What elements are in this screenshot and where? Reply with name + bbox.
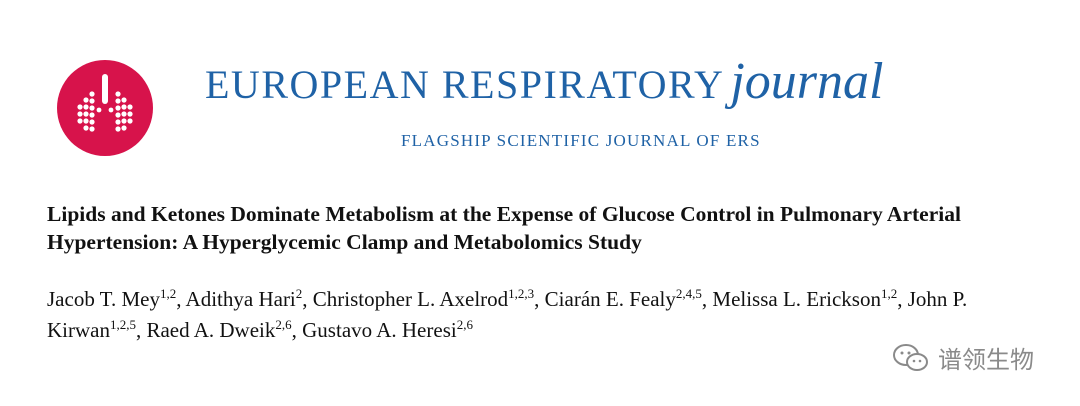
author-separator: ,	[291, 318, 297, 342]
author-affiliations: 2,6	[275, 317, 292, 332]
author-affiliations: 1,2	[880, 286, 898, 301]
watermark: 谱领生物	[892, 340, 1034, 375]
wechat-icon	[893, 343, 928, 371]
author-name: Raed A. Dweik	[146, 318, 276, 342]
author-affiliations: 2,4,5	[675, 286, 702, 301]
author-separator: ,	[302, 287, 308, 311]
author-name: Adithya Hari	[185, 287, 296, 311]
author-name: Christopher L. Axelrod	[312, 287, 509, 311]
author-name: Ciarán E. Fealy	[544, 287, 676, 311]
watermark-text: 谱领生物	[938, 346, 1034, 374]
author-affiliations: 2	[295, 286, 303, 301]
tagline: FLAGSHIP SCIENTIFIC JOURNAL OF ERS	[401, 131, 761, 150]
author-name: Melissa L. Erickson	[712, 287, 881, 311]
author-list: Jacob T. Mey1,2, Adithya Hari2, Christop…	[47, 284, 982, 346]
author-name: Gustavo A. Heresi	[302, 318, 457, 342]
author-separator: ,	[701, 287, 708, 311]
author-affiliations: 2,6	[456, 317, 473, 332]
author-name: John P. Kirwan	[47, 287, 968, 342]
author-name: Jacob T. Mey	[47, 287, 160, 311]
author-separator: ,	[176, 287, 182, 311]
journal-name: EUROPEAN RESPIRATORY journal	[205, 52, 884, 111]
author-affiliations: 1,2,5	[109, 317, 136, 332]
journal-logo	[57, 60, 153, 156]
journal-name-caps: EUROPEAN RESPIRATORY	[205, 62, 725, 107]
author-separator: ,	[135, 318, 142, 342]
journal-word: journal	[730, 53, 884, 110]
author-affiliations: 1,2	[159, 286, 177, 301]
author-separator: ,	[897, 287, 903, 311]
author-separator: ,	[534, 287, 540, 311]
author-affiliations: 1,2,3	[508, 286, 535, 301]
article-title: Lipids and Ketones Dominate Metabolism a…	[47, 202, 961, 254]
